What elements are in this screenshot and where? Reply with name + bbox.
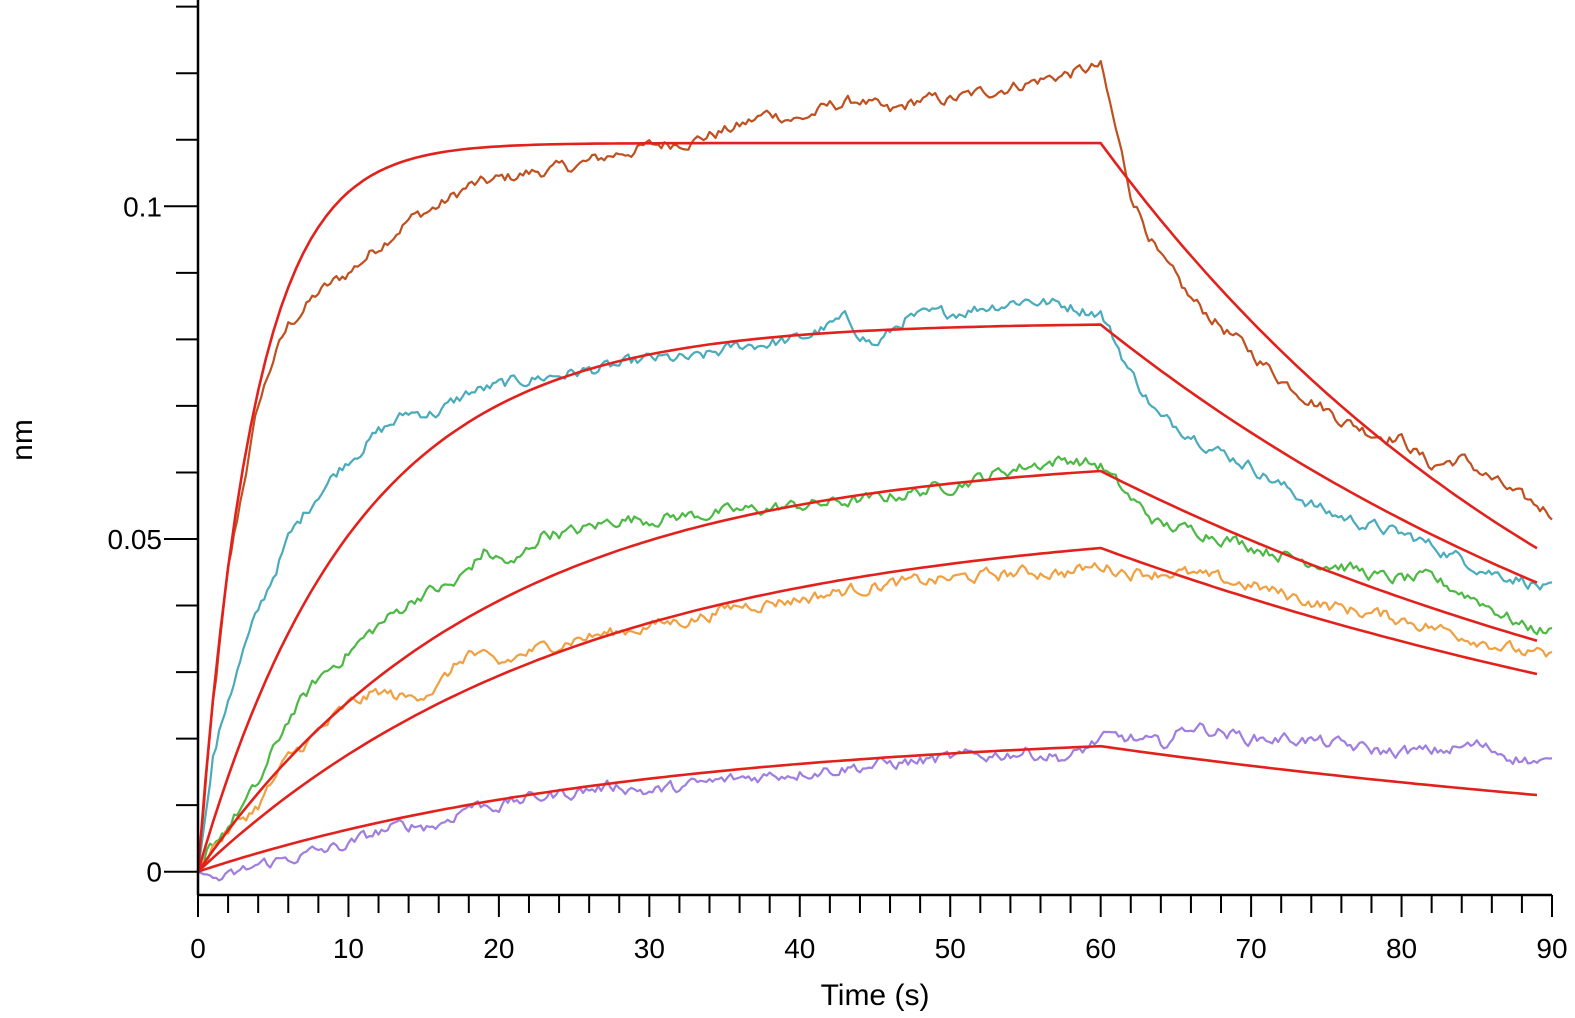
x-tick-label: 90 xyxy=(1536,933,1567,964)
y-tick-label: 0 xyxy=(146,857,162,888)
measured-trace-3 xyxy=(197,455,1553,873)
x-tick-label: 10 xyxy=(333,933,364,964)
fit-curve-1 xyxy=(196,141,1538,872)
x-tick-label: 30 xyxy=(634,933,665,964)
x-tick-label: 40 xyxy=(784,933,815,964)
measured-trace-2 xyxy=(196,297,1553,872)
x-tick-label: 0 xyxy=(190,933,206,964)
fit-curve-3 xyxy=(196,469,1538,873)
fit-curve-2 xyxy=(196,323,1538,873)
fit-curve-4 xyxy=(197,546,1538,873)
fit-curve-5 xyxy=(197,744,1538,873)
x-axis-ticks: 0 10 20 30 40 50 60 70 80 90 xyxy=(190,895,1568,964)
y-tick-label: 0.05 xyxy=(108,524,163,555)
axes: 0 10 20 30 40 50 60 70 80 90 0 0.05 0.1 xyxy=(108,0,1568,964)
x-tick-label: 60 xyxy=(1085,933,1116,964)
x-tick-label: 20 xyxy=(483,933,514,964)
measured-trace-5 xyxy=(197,722,1553,882)
measured-trace-4 xyxy=(197,562,1553,873)
y-axis-title: nm xyxy=(6,419,39,461)
y-tick-label: 0.1 xyxy=(123,191,162,222)
plot-area xyxy=(196,59,1553,882)
x-tick-label: 50 xyxy=(935,933,966,964)
measured-trace-1 xyxy=(196,59,1553,872)
x-tick-label: 70 xyxy=(1236,933,1267,964)
x-tick-label: 80 xyxy=(1386,933,1417,964)
x-axis-title: Time (s) xyxy=(821,979,930,1012)
y-axis-ticks: 0 0.05 0.1 xyxy=(108,5,198,888)
